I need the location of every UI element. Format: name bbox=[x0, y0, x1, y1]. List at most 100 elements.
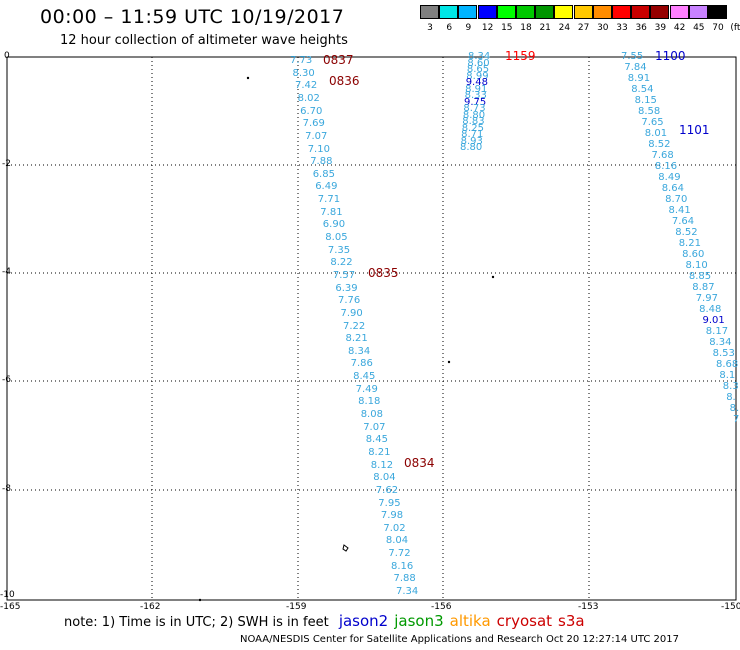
color-swatch bbox=[516, 5, 535, 19]
note-text: note: 1) Time is in UTC; 2) SWH is in fe… bbox=[64, 615, 329, 630]
swh-value-track-a: 7.02 bbox=[383, 522, 406, 534]
swh-value-track-c: 8.53 bbox=[712, 348, 735, 359]
swh-value-track-b: 9.48 bbox=[465, 77, 488, 88]
swh-value-track-b: 8.83 bbox=[462, 116, 485, 127]
swh-value-track-a: 8.08 bbox=[360, 409, 383, 420]
y-tick-label: -6 bbox=[2, 375, 11, 385]
x-tick-label: -150 bbox=[721, 602, 740, 612]
swh-value-track-a: 8.45 bbox=[353, 371, 376, 383]
color-legend-label: 12 bbox=[481, 23, 494, 33]
swh-value-track-a: 6.49 bbox=[315, 181, 338, 193]
color-legend-label: 30 bbox=[597, 23, 609, 33]
swh-value-track-a: 7.86 bbox=[350, 358, 373, 370]
swh-value-track-c: 9.01 bbox=[702, 315, 725, 326]
y-tick-label: -8 bbox=[2, 484, 11, 494]
color-swatch bbox=[669, 5, 689, 19]
color-legend-label: 36 bbox=[635, 23, 647, 33]
color-legend-label: 45 bbox=[693, 23, 705, 33]
color-legend-label: 33 bbox=[616, 23, 628, 33]
x-tick-label: -159 bbox=[286, 602, 307, 612]
swh-value-track-a: 7.95 bbox=[378, 497, 401, 509]
pass-time-label: 0837 bbox=[323, 53, 354, 67]
swh-value-track-c: 7.68 bbox=[651, 150, 674, 161]
color-swatch bbox=[420, 5, 439, 19]
swh-value-track-b: 8.91 bbox=[465, 83, 488, 95]
x-tick-label: -156 bbox=[431, 602, 452, 612]
color-swatch bbox=[477, 5, 497, 19]
color-legend-label: 42 bbox=[673, 23, 686, 33]
color-legend-label: 70 bbox=[712, 23, 724, 33]
satellite-name: jason3 bbox=[394, 612, 444, 630]
swh-value-track-a: 6.90 bbox=[322, 219, 346, 231]
swh-value-track-a: 7.42 bbox=[295, 80, 318, 92]
swh-value-track-a: 7.76 bbox=[338, 295, 361, 307]
pass-time-label: 0835 bbox=[368, 266, 399, 280]
swh-value-track-a: 8.21 bbox=[345, 333, 368, 345]
y-tick-label: -2 bbox=[2, 159, 11, 169]
swh-value-track-b: 9.75 bbox=[464, 96, 487, 108]
swh-value-track-c: 8.41 bbox=[668, 205, 691, 216]
swh-value-track-a: 7.62 bbox=[375, 484, 399, 496]
swh-value-track-c: 8.48 bbox=[699, 304, 722, 315]
swh-value-track-b: 8.25 bbox=[461, 122, 484, 134]
swh-value-track-c: 7. bbox=[733, 414, 740, 425]
swh-value-track-c: 8.64 bbox=[661, 183, 684, 194]
swh-value-track-c: 8.52 bbox=[648, 139, 671, 150]
swh-value-track-a: 7.73 bbox=[290, 55, 313, 66]
island-marker bbox=[447, 360, 451, 364]
swh-value-track-b: 8.73 bbox=[463, 103, 486, 114]
pass-time-label: 1159 bbox=[505, 49, 536, 63]
color-swatch bbox=[439, 5, 459, 19]
swh-value-track-b: 8.80 bbox=[460, 142, 483, 153]
island-marker bbox=[198, 598, 202, 602]
swh-value-track-a: 8.04 bbox=[385, 535, 409, 547]
swh-value-track-b: 8.93 bbox=[460, 135, 483, 147]
color-legend-label: 15 bbox=[501, 23, 513, 33]
x-tick-label: -165 bbox=[0, 602, 21, 612]
color-legend-label: 27 bbox=[577, 23, 590, 33]
color-legend-label: 24 bbox=[558, 23, 571, 33]
swh-value-track-a: 8.34 bbox=[348, 345, 371, 357]
color-swatch bbox=[554, 5, 574, 19]
swh-value-track-a: 6.70 bbox=[300, 105, 323, 117]
swh-value-track-c: 8.58 bbox=[638, 106, 661, 117]
island-marker bbox=[491, 275, 495, 279]
satellite-legend: jason2 jason3 altika cryosat s3a bbox=[338, 612, 591, 630]
color-swatch bbox=[496, 5, 516, 19]
pass-time-label: 0836 bbox=[329, 74, 360, 88]
color-legend-label: 9 bbox=[465, 23, 472, 33]
y-tick-label: 0 bbox=[4, 51, 10, 61]
swh-value-track-c: 7.64 bbox=[671, 216, 695, 227]
swh-value-track-a: 8.02 bbox=[297, 92, 320, 104]
swh-value-track-c: 8.52 bbox=[675, 227, 698, 238]
swh-value-track-c: 8.34 bbox=[709, 337, 732, 348]
swh-value-track-c: 7.55 bbox=[621, 51, 644, 62]
swh-value-track-c: 8. bbox=[726, 392, 736, 403]
swh-value-track-c: 8.16 bbox=[654, 161, 678, 172]
swh-value-track-a: 6.39 bbox=[335, 282, 358, 294]
color-swatch bbox=[650, 5, 670, 19]
note-row: note: 1) Time is in UTC; 2) SWH is in fe… bbox=[64, 612, 597, 630]
satellite-name: cryosat bbox=[496, 612, 553, 630]
swh-value-track-a: 7.57 bbox=[332, 269, 356, 281]
color-swatch bbox=[688, 5, 708, 19]
swh-value-track-c: 8.68 bbox=[716, 359, 739, 370]
color-swatch bbox=[535, 5, 555, 19]
swh-value-track-c: 8.85 bbox=[688, 271, 712, 282]
color-legend-label: (ft) bbox=[730, 23, 740, 33]
color-legend-label: 39 bbox=[654, 23, 667, 33]
page-title: 00:00 – 11:59 UTC 10/19/2017 bbox=[40, 6, 345, 28]
swh-value-track-a: 7.07 bbox=[363, 421, 386, 433]
swh-value-track-a: 7.71 bbox=[317, 194, 341, 206]
satellite-name: jason2 bbox=[338, 612, 389, 630]
swh-value-track-b: 8.80 bbox=[462, 109, 486, 121]
swh-value-track-b: 8.60 bbox=[467, 57, 490, 69]
swh-value-track-a: 8.22 bbox=[330, 257, 353, 269]
color-legend-label: 18 bbox=[520, 23, 532, 33]
swh-value-track-a: 8.04 bbox=[373, 472, 396, 484]
satellite-name: altika bbox=[449, 612, 491, 630]
satellite-name: s3a bbox=[558, 612, 585, 630]
page-subtitle: 12 hour collection of altimeter wave hei… bbox=[60, 33, 348, 48]
swh-value-track-a: 7.10 bbox=[307, 143, 330, 155]
swh-value-track-c: 8.70 bbox=[665, 194, 688, 205]
